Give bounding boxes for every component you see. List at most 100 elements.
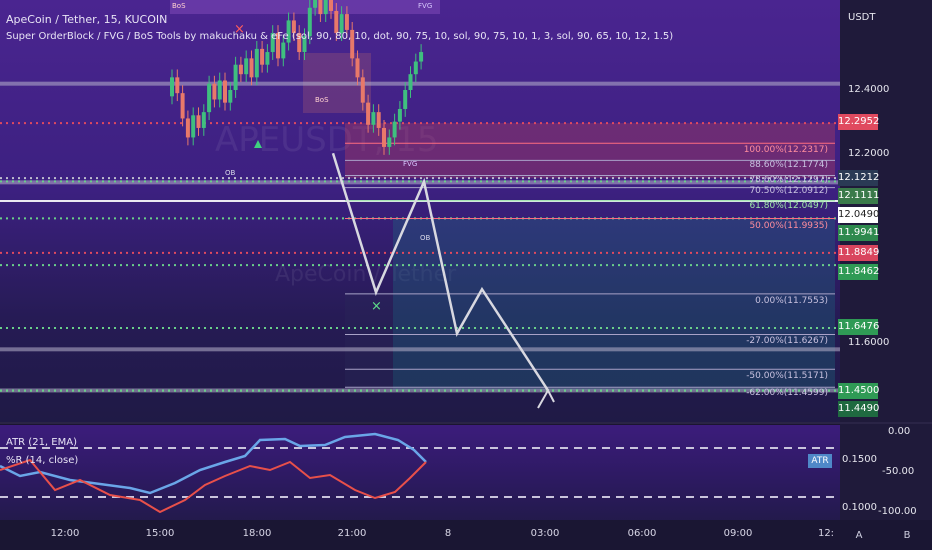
candle-body: [180, 93, 185, 119]
time-tick: 09:00: [723, 528, 753, 539]
price-tag: 11.8462: [838, 264, 879, 280]
target-zone: [393, 218, 835, 391]
candle-body: [238, 64, 243, 75]
supply-zone: [345, 123, 835, 179]
candle-body: [249, 58, 254, 78]
candle-body: [291, 20, 296, 34]
atr-tag: ATR: [808, 454, 832, 468]
candle-body: [350, 29, 355, 59]
atr-value: 0.1500: [842, 454, 877, 465]
time-tick: 12:00: [50, 528, 80, 539]
candle-body: [376, 112, 381, 128]
candle-body: [228, 90, 233, 103]
buy-marker: ×: [371, 299, 382, 314]
fib-label: -50.00%(11.5171): [746, 371, 828, 381]
time-tick: 15:00: [145, 528, 175, 539]
candle-body: [366, 102, 371, 125]
price-tag: 11.6476: [838, 319, 879, 335]
candle-body: [360, 77, 365, 103]
candle-body: [191, 115, 196, 138]
fvg-label: FVG: [418, 2, 433, 10]
wr-tick: -50.00: [882, 466, 915, 477]
level-band: [0, 347, 840, 352]
auto-scale-button[interactable]: A: [855, 530, 863, 541]
candle-body: [392, 121, 397, 138]
price-tick: 11.6000: [848, 337, 890, 348]
main-pane-background: [0, 0, 840, 423]
currency-label: USDT: [848, 12, 876, 23]
candle-body: [307, 7, 312, 37]
candle-body: [387, 137, 392, 147]
candle-body: [313, 0, 318, 8]
candle-body: [201, 112, 206, 128]
candle-body: [297, 33, 302, 53]
fib-label: -62.00%(11.4599): [746, 388, 828, 398]
fib-label: 61.80%(12.0497): [749, 201, 828, 211]
fib-label: 100.00%(12.2317): [743, 145, 828, 155]
candle-body: [217, 80, 222, 100]
fvg-label: FVG: [403, 160, 418, 168]
watermark-name: ApeCoin / Tether: [275, 262, 457, 287]
sell-marker: ×: [234, 22, 245, 37]
time-tick: 18:00: [242, 528, 272, 539]
price-tag: 12.2952: [838, 114, 879, 130]
candle-body: [175, 77, 180, 94]
candle-body: [334, 10, 339, 34]
candle-body: [408, 74, 413, 90]
candle-body: [419, 52, 424, 62]
candle-body: [323, 0, 328, 15]
price-tick: 12.2000: [848, 148, 890, 159]
bos-label: BoS: [315, 96, 329, 104]
ob-label: OB: [420, 234, 431, 242]
wr-tick: -100.00: [878, 506, 917, 517]
indicator-title[interactable]: Super OrderBlock / FVG / BoS Tools by ma…: [6, 31, 674, 42]
atr-legend[interactable]: ATR (21, EMA): [6, 437, 77, 448]
fib-label: 88.60%(12.1774): [749, 160, 828, 170]
symbol-title[interactable]: ApeCoin / Tether, 15, KUCOIN: [6, 13, 168, 26]
candle-body: [339, 14, 344, 34]
candle-body: [265, 52, 270, 65]
watermark-symbol: APEUSDT, 15: [215, 120, 439, 160]
candle-body: [329, 0, 333, 11]
price-tag: 11.9941: [838, 225, 879, 241]
bos-label: BoS: [172, 2, 186, 10]
candle-body: [302, 36, 307, 53]
wr-tick: 0.00: [888, 426, 911, 437]
candle-body: [254, 48, 259, 78]
ob-label: OB: [225, 169, 236, 177]
fvg-zone-top: [170, 0, 440, 14]
indicator-pane-background: [0, 425, 840, 520]
log-scale-button[interactable]: B: [903, 530, 911, 541]
candle-body: [276, 33, 280, 59]
candle-body: [382, 127, 386, 147]
fib-label: 50.00%(11.9935): [749, 221, 828, 231]
projection-path: [331, 152, 550, 392]
fib-label: -27.00%(11.6267): [746, 336, 828, 346]
level-band: [0, 81, 840, 86]
candle-body: [344, 14, 349, 30]
projection-arrowhead: [537, 388, 555, 409]
candle-body: [207, 83, 212, 113]
fib-label: 78.60%(12.1297): [749, 175, 828, 185]
price-tick: 12.4000: [848, 84, 890, 95]
candle-body: [371, 112, 376, 125]
candle-body: [170, 77, 174, 97]
candle-body: [244, 58, 249, 75]
time-tick: 21:00: [337, 528, 367, 539]
candle-body: [185, 118, 190, 138]
time-tick: 12:: [817, 528, 835, 539]
time-tick: 8: [444, 528, 452, 539]
candle-body: [196, 115, 201, 128]
fib-label: 70.50%(12.0912): [749, 186, 828, 196]
price-tag: 11.8849: [838, 245, 879, 261]
price-tag: 12.1111: [838, 188, 879, 204]
fib-base-zone: [345, 292, 393, 391]
williams-r-legend[interactable]: %R (14, close): [6, 455, 79, 466]
candle-body: [223, 80, 227, 103]
candle-body: [281, 42, 286, 59]
price-tag: 12.1212: [838, 170, 879, 186]
candle-body: [286, 20, 291, 43]
candle-body: [212, 83, 217, 100]
